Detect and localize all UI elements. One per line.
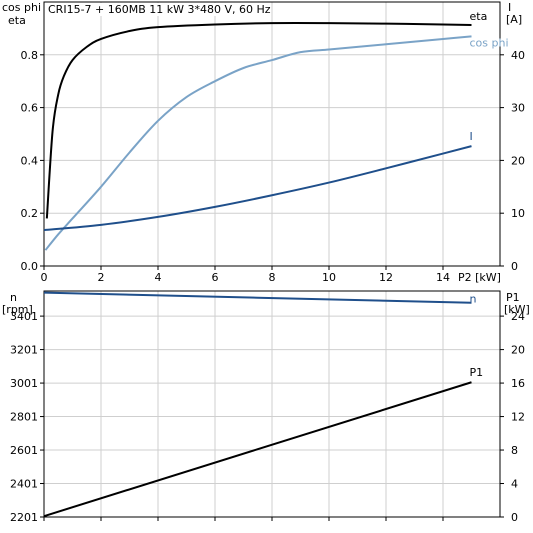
series-line-p1 [43, 381, 472, 518]
x-tick-label: 14 [436, 271, 450, 284]
x-tick-label: 12 [379, 271, 393, 284]
chart-title: CRI15-7 + 160MB 11 kW 3*480 V, 60 Hz [48, 3, 271, 16]
right-tick-label: 24 [511, 310, 525, 323]
x-tick-label: 0 [41, 271, 48, 284]
top-ticks: 0.0 0.2 0.4 0.6 0.8 0 10 20 30 40 0 2 4 6 8 10 12 14 [21, 49, 526, 284]
left-tick-label: 2401 [10, 478, 38, 491]
series-line-eta [45, 21, 472, 219]
series-label-p1: P1 [470, 366, 484, 379]
left-tick-label: 3001 [10, 377, 38, 390]
x-tick-label: 4 [155, 271, 162, 284]
right-tick-label: 20 [511, 154, 525, 167]
series-line-cos-phi [44, 35, 472, 251]
right-tick-label: 8 [511, 444, 518, 457]
right-tick-label: 30 [511, 102, 525, 115]
bottom-series [43, 291, 472, 518]
left-tick-label: 2601 [10, 444, 38, 457]
left-tick-label: 0.4 [21, 154, 39, 167]
bottom-grid [44, 291, 500, 517]
left-tick-label: 2201 [10, 511, 38, 524]
series-line-i [43, 145, 472, 232]
x-tick-label: 2 [98, 271, 105, 284]
series-label-n: n [470, 293, 477, 306]
left-tick-label: 0.6 [21, 102, 39, 115]
bottom-ticks: 2201 2401 2601 2801 3001 3201 3401 0 4 8 12 16 20 24 [10, 310, 525, 524]
bottom-series-labels: n P1 [470, 293, 484, 380]
top-right-axis-label-1: I [508, 1, 511, 14]
left-tick-label: 0.0 [21, 260, 39, 273]
right-tick-label: 0 [511, 511, 518, 524]
bottom-panel: 220124012601280130013201340104812162024 … [2, 290, 530, 524]
top-right-axis-label-2: [A] [506, 13, 522, 26]
right-tick-label: 20 [511, 344, 525, 357]
series-label-i: I [470, 130, 473, 143]
title-box [45, 3, 264, 16]
top-series-labels: eta cos phi I [470, 10, 509, 143]
left-tick-label: 3401 [10, 310, 38, 323]
left-tick-label: 0.2 [21, 207, 39, 220]
top-grid [44, 2, 500, 266]
top-left-axis-label-1: cos phi [2, 1, 41, 14]
series-label-eta: eta [470, 10, 488, 23]
bottom-left-axis-label-2: [rpm] [2, 303, 33, 316]
bottom-right-axis-label-2: [kW] [504, 303, 530, 316]
x-tick-label: 8 [269, 271, 276, 284]
right-tick-label: 12 [511, 411, 525, 424]
right-tick-label: 0 [511, 260, 518, 273]
right-tick-label: 40 [511, 49, 525, 62]
left-tick-label: 0.8 [21, 49, 39, 62]
right-tick-label: 10 [511, 207, 525, 220]
right-tick-label: 4 [511, 478, 518, 491]
left-tick-label: 3201 [10, 344, 38, 357]
series-line-n [43, 291, 472, 304]
series-label-cos-phi: cos phi [470, 36, 509, 49]
bottom-right-axis-label-1: P1 [506, 291, 520, 304]
x-tick-label: 6 [212, 271, 219, 284]
x-tick-label: 10 [322, 271, 336, 284]
x-axis-label: P2 [kW] [458, 271, 501, 284]
bottom-left-axis-label-1: n [10, 291, 17, 304]
top-series [43, 21, 472, 251]
left-tick-label: 2801 [10, 411, 38, 424]
top-left-axis-label-2: eta [8, 14, 26, 27]
right-tick-label: 16 [511, 377, 525, 390]
